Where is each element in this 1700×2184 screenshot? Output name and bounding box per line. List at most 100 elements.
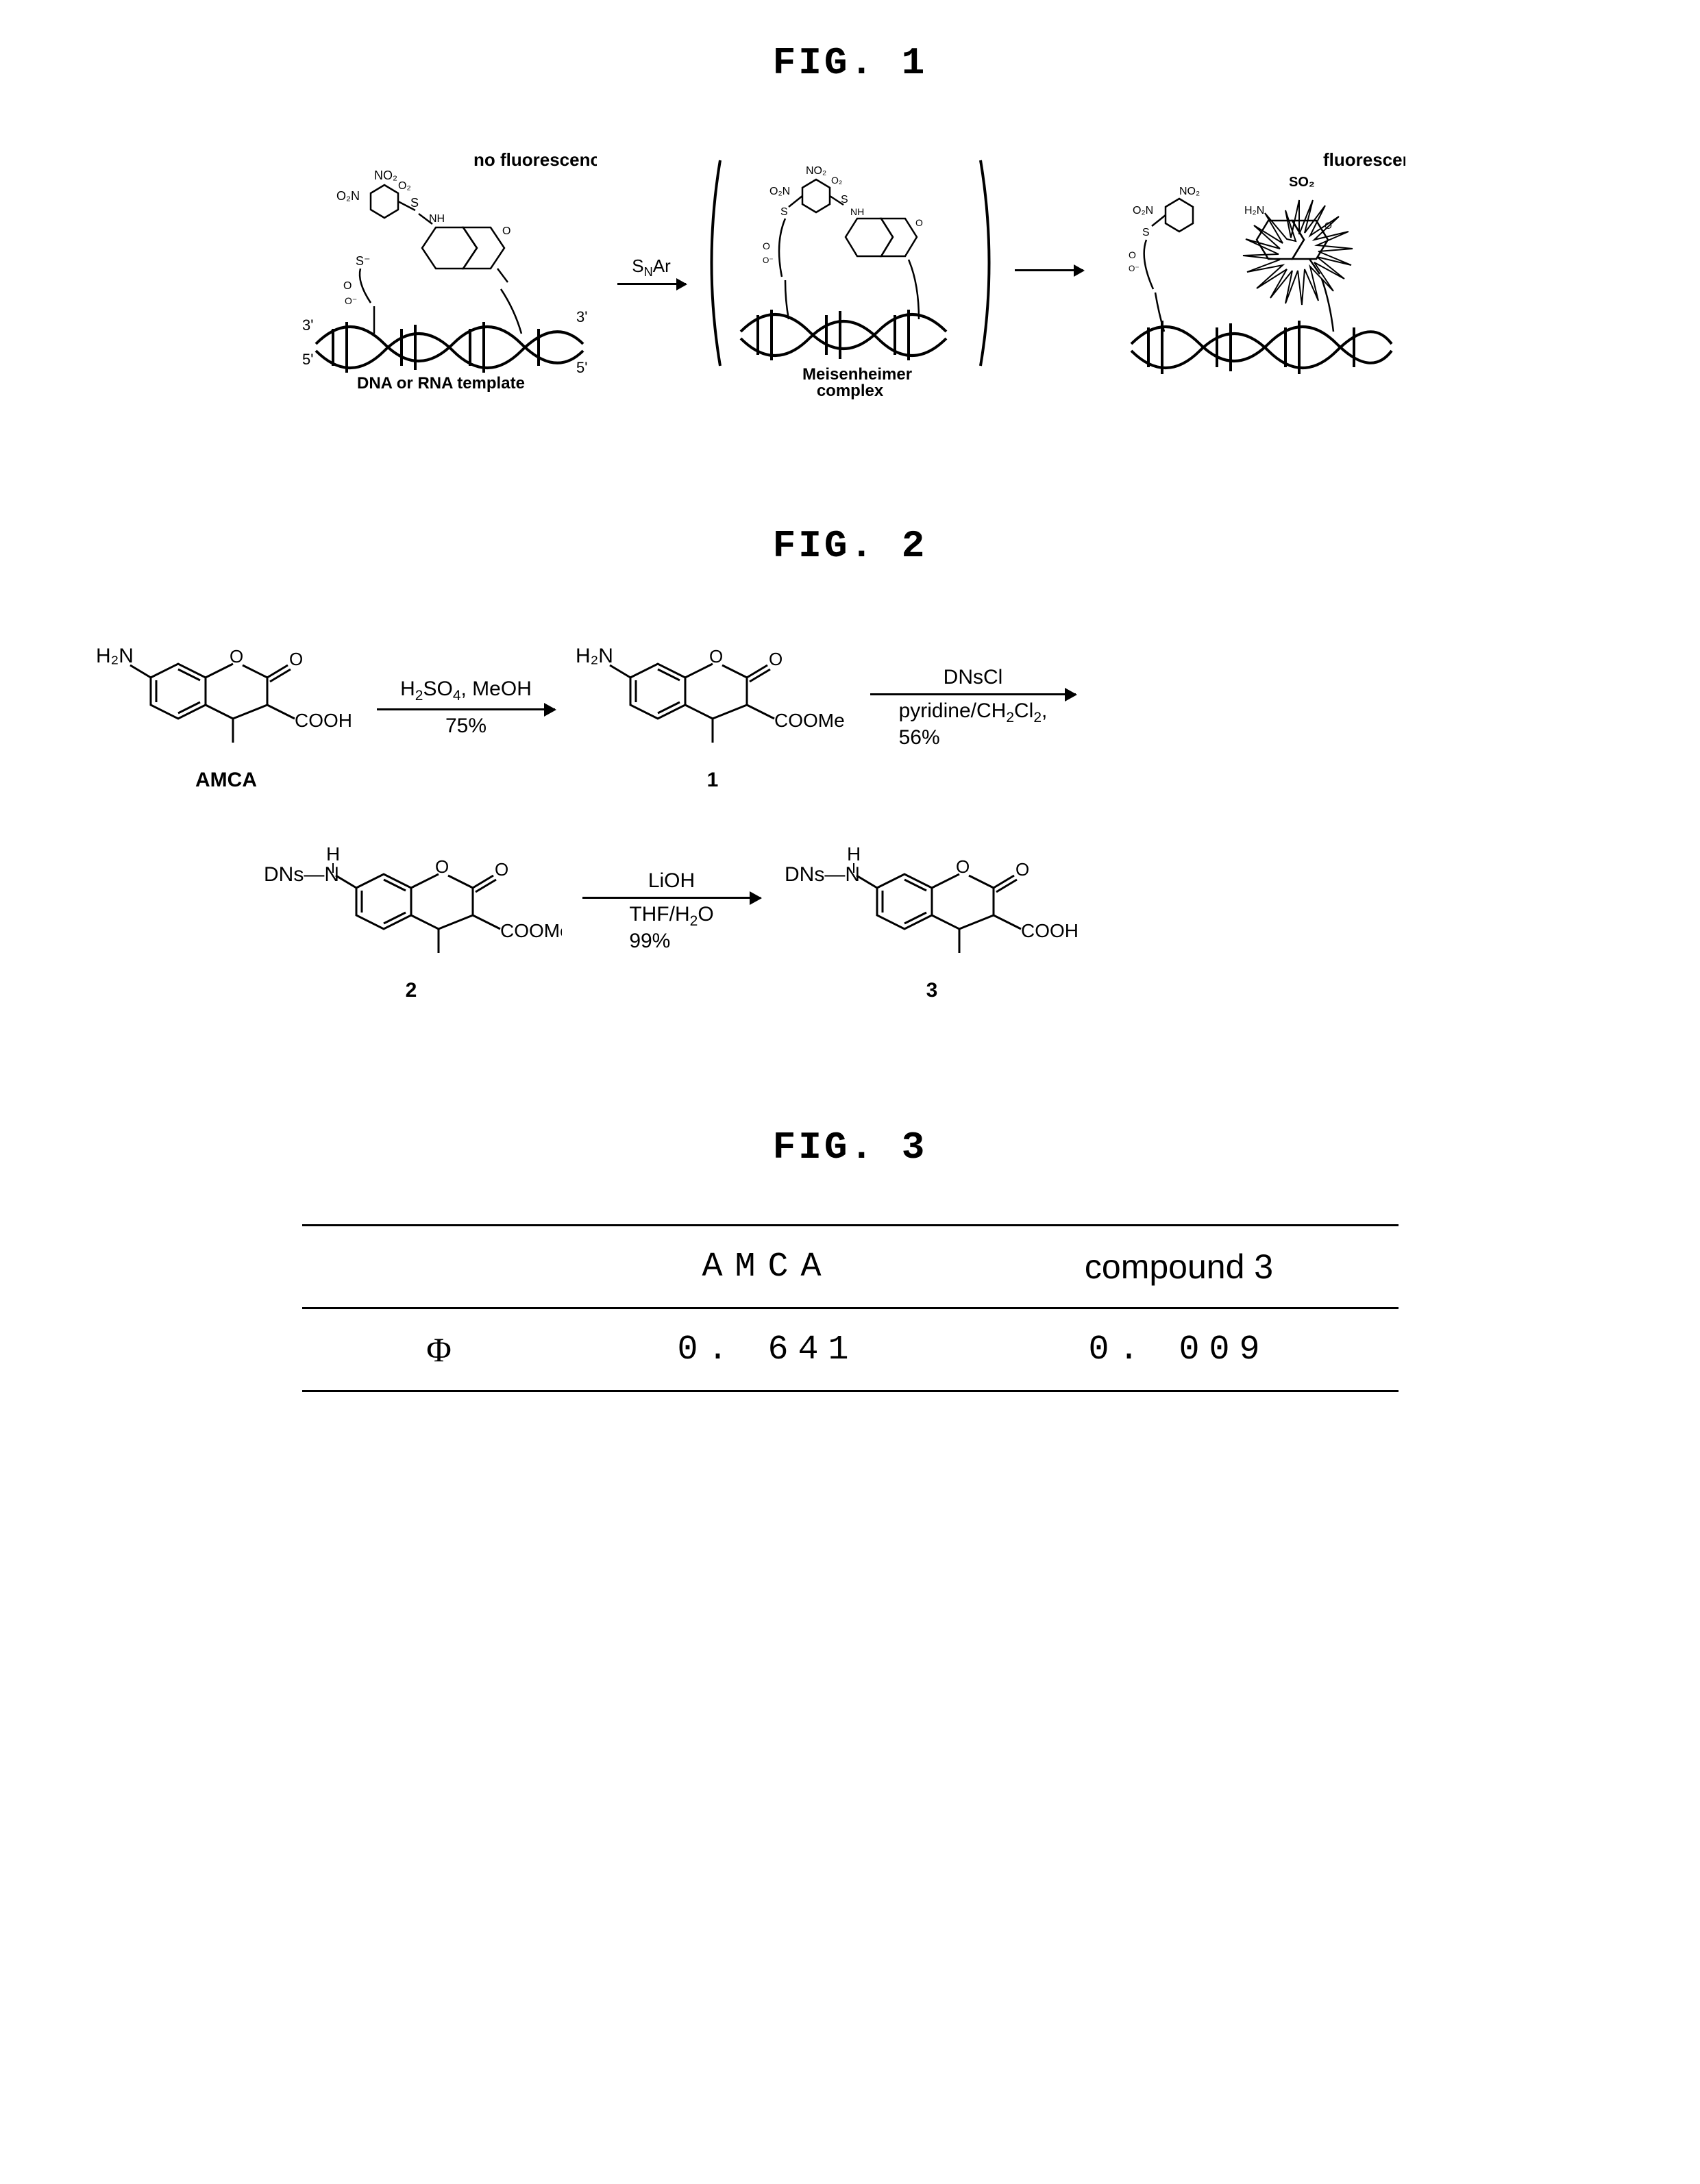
table-header-row: AMCA compound 3 bbox=[302, 1226, 1399, 1308]
svg-text:H: H bbox=[847, 843, 861, 865]
fig1-mid-svg: O₂N NO₂ O₂ S NH S O O O⁻ bbox=[706, 140, 994, 386]
header-amca: AMCA bbox=[576, 1226, 960, 1308]
svg-text:O: O bbox=[495, 859, 508, 880]
arrow-icon bbox=[377, 708, 555, 710]
three-prime-label: 3' bbox=[302, 317, 313, 334]
mol-amca: O O COOH bbox=[96, 623, 356, 792]
mol-1: O O COOMe H₂N 1 bbox=[576, 623, 850, 792]
header-compound3: compound 3 bbox=[960, 1226, 1399, 1308]
svg-text:O: O bbox=[502, 225, 510, 237]
no-fluorescence-label: no fluorescence bbox=[473, 149, 597, 170]
svg-text:O⁻: O⁻ bbox=[763, 256, 774, 265]
arrow-icon bbox=[617, 283, 686, 285]
figure-3: FIG. 3 AMCA compound 3 Φ 0. 641 0. 009 bbox=[55, 1126, 1645, 1392]
phi-amca-value: 0. 641 bbox=[576, 1308, 960, 1391]
svg-text:O₂N: O₂N bbox=[1133, 205, 1153, 216]
svg-text:O: O bbox=[343, 280, 352, 292]
table-row: Φ 0. 641 0. 009 bbox=[302, 1308, 1399, 1391]
fig1-right-svg: fluorescence SO₂ O₂N NO₂ S O O⁻ bbox=[1104, 145, 1405, 392]
fig1-scheme: no fluorescence O₂N NO₂ O₂ S NH O bbox=[55, 140, 1645, 401]
svg-text:H₂N: H₂N bbox=[1244, 205, 1264, 216]
label-2: 2 bbox=[260, 979, 562, 1002]
arrow-icon bbox=[1015, 269, 1083, 271]
svg-text:O: O bbox=[230, 646, 243, 667]
arrow-icon bbox=[870, 693, 1076, 695]
fig3-table: AMCA compound 3 Φ 0. 641 0. 009 bbox=[302, 1224, 1399, 1392]
amca-label: AMCA bbox=[96, 769, 356, 792]
svg-text:COOH: COOH bbox=[295, 710, 352, 731]
fig1-left-svg: no fluorescence O₂N NO₂ O₂ S NH O bbox=[295, 145, 597, 392]
svg-text:S: S bbox=[410, 196, 419, 210]
svg-text:O₂N: O₂N bbox=[336, 189, 360, 203]
svg-text:O: O bbox=[769, 649, 783, 669]
svg-text:O: O bbox=[1129, 249, 1136, 260]
svg-text:O: O bbox=[915, 217, 923, 228]
svg-text:O: O bbox=[1015, 859, 1029, 880]
svg-text:O: O bbox=[709, 646, 723, 667]
fig2-scheme: O O COOH bbox=[55, 623, 1645, 1002]
svg-text:O: O bbox=[289, 649, 303, 669]
svg-text:NO₂: NO₂ bbox=[806, 165, 826, 177]
svg-text:H₂N: H₂N bbox=[96, 645, 134, 667]
cond-1-bot: 75% bbox=[445, 715, 486, 738]
mol-3: O O COOH H DNs—N bbox=[781, 819, 1083, 1002]
label-1: 1 bbox=[576, 769, 850, 792]
arrow-icon bbox=[582, 897, 761, 899]
svg-text:5': 5' bbox=[576, 359, 587, 376]
fig1-title: FIG. 1 bbox=[55, 41, 1645, 85]
svg-text:O: O bbox=[763, 240, 770, 251]
cond-2-top: DNsCl bbox=[944, 666, 1003, 689]
svg-text:H: H bbox=[326, 843, 340, 865]
svg-text:3': 3' bbox=[576, 308, 587, 325]
svg-text:O⁻: O⁻ bbox=[345, 295, 357, 306]
cond-2-bot: pyridine/CH2Cl2,56% bbox=[899, 699, 1048, 749]
svg-text:O₂: O₂ bbox=[398, 180, 411, 192]
fig1-arrow-2 bbox=[1015, 269, 1083, 271]
svg-text:S: S bbox=[1142, 227, 1150, 238]
svg-text:O: O bbox=[1325, 220, 1332, 231]
fig2-row1: O O COOH bbox=[96, 623, 1604, 792]
label-3: 3 bbox=[781, 979, 1083, 1002]
svg-text:NH: NH bbox=[850, 206, 864, 217]
five-prime-label: 5' bbox=[302, 351, 313, 368]
fig1-panel-left: no fluorescence O₂N NO₂ O₂ S NH O bbox=[295, 145, 597, 395]
fig1-arrow-snar: SNAr bbox=[617, 256, 686, 284]
fig2-title: FIG. 2 bbox=[55, 524, 1645, 568]
fig2-row2: O O COOMe H DNs—N bbox=[96, 819, 1604, 1002]
dna-helix-icon bbox=[316, 322, 583, 373]
svg-text:SO₂: SO₂ bbox=[1289, 175, 1315, 190]
cond-3-top: LiOH bbox=[648, 869, 695, 893]
svg-text:O: O bbox=[435, 856, 449, 877]
svg-text:COOMe: COOMe bbox=[774, 710, 845, 731]
svg-text:DNs—N: DNs—N bbox=[264, 863, 339, 886]
cond-1-top: H2SO4, MeOH bbox=[400, 678, 532, 704]
svg-text:NH: NH bbox=[429, 213, 445, 225]
svg-text:O⁻: O⁻ bbox=[1129, 264, 1140, 273]
svg-text:NO₂: NO₂ bbox=[1179, 186, 1200, 197]
svg-text:O₂: O₂ bbox=[831, 175, 842, 186]
svg-text:S: S bbox=[841, 194, 848, 206]
cond-3-bot: THF/H2O99% bbox=[629, 903, 713, 953]
header-blank bbox=[302, 1226, 576, 1308]
fig1-panel-right: fluorescence SO₂ O₂N NO₂ S O O⁻ bbox=[1104, 145, 1405, 395]
fig1-panel-middle: O₂N NO₂ O₂ S NH S O O O⁻ bbox=[706, 140, 994, 401]
template-label: DNA or RNA template bbox=[357, 374, 525, 392]
svg-text:COOMe: COOMe bbox=[500, 920, 562, 941]
meisenheimer-label-1: Meisenheimer bbox=[802, 365, 912, 384]
svg-text:S: S bbox=[780, 206, 788, 218]
fig3-title: FIG. 3 bbox=[55, 1126, 1645, 1169]
svg-text:DNs—N: DNs—N bbox=[785, 863, 860, 886]
svg-text:NO₂: NO₂ bbox=[374, 169, 397, 182]
mol-2: O O COOMe H DNs—N bbox=[260, 819, 562, 1002]
fluorescence-label: fluorescence bbox=[1323, 149, 1405, 170]
figure-1: FIG. 1 no fluorescence O₂N NO₂ O₂ S NH bbox=[55, 41, 1645, 401]
rxn-arrow-2: DNsCl pyridine/CH2Cl2,56% bbox=[863, 666, 1083, 749]
rxn-arrow-3: LiOH THF/H2O99% bbox=[576, 869, 767, 953]
svg-text:O₂N: O₂N bbox=[769, 186, 790, 197]
phi-label: Φ bbox=[302, 1308, 576, 1391]
figure-2: FIG. 2 O bbox=[55, 524, 1645, 1002]
svg-text:S⁻: S⁻ bbox=[356, 254, 371, 268]
svg-text:O: O bbox=[956, 856, 970, 877]
rxn-arrow-1: H2SO4, MeOH 75% bbox=[370, 678, 562, 738]
svg-text:H₂N: H₂N bbox=[576, 645, 613, 667]
